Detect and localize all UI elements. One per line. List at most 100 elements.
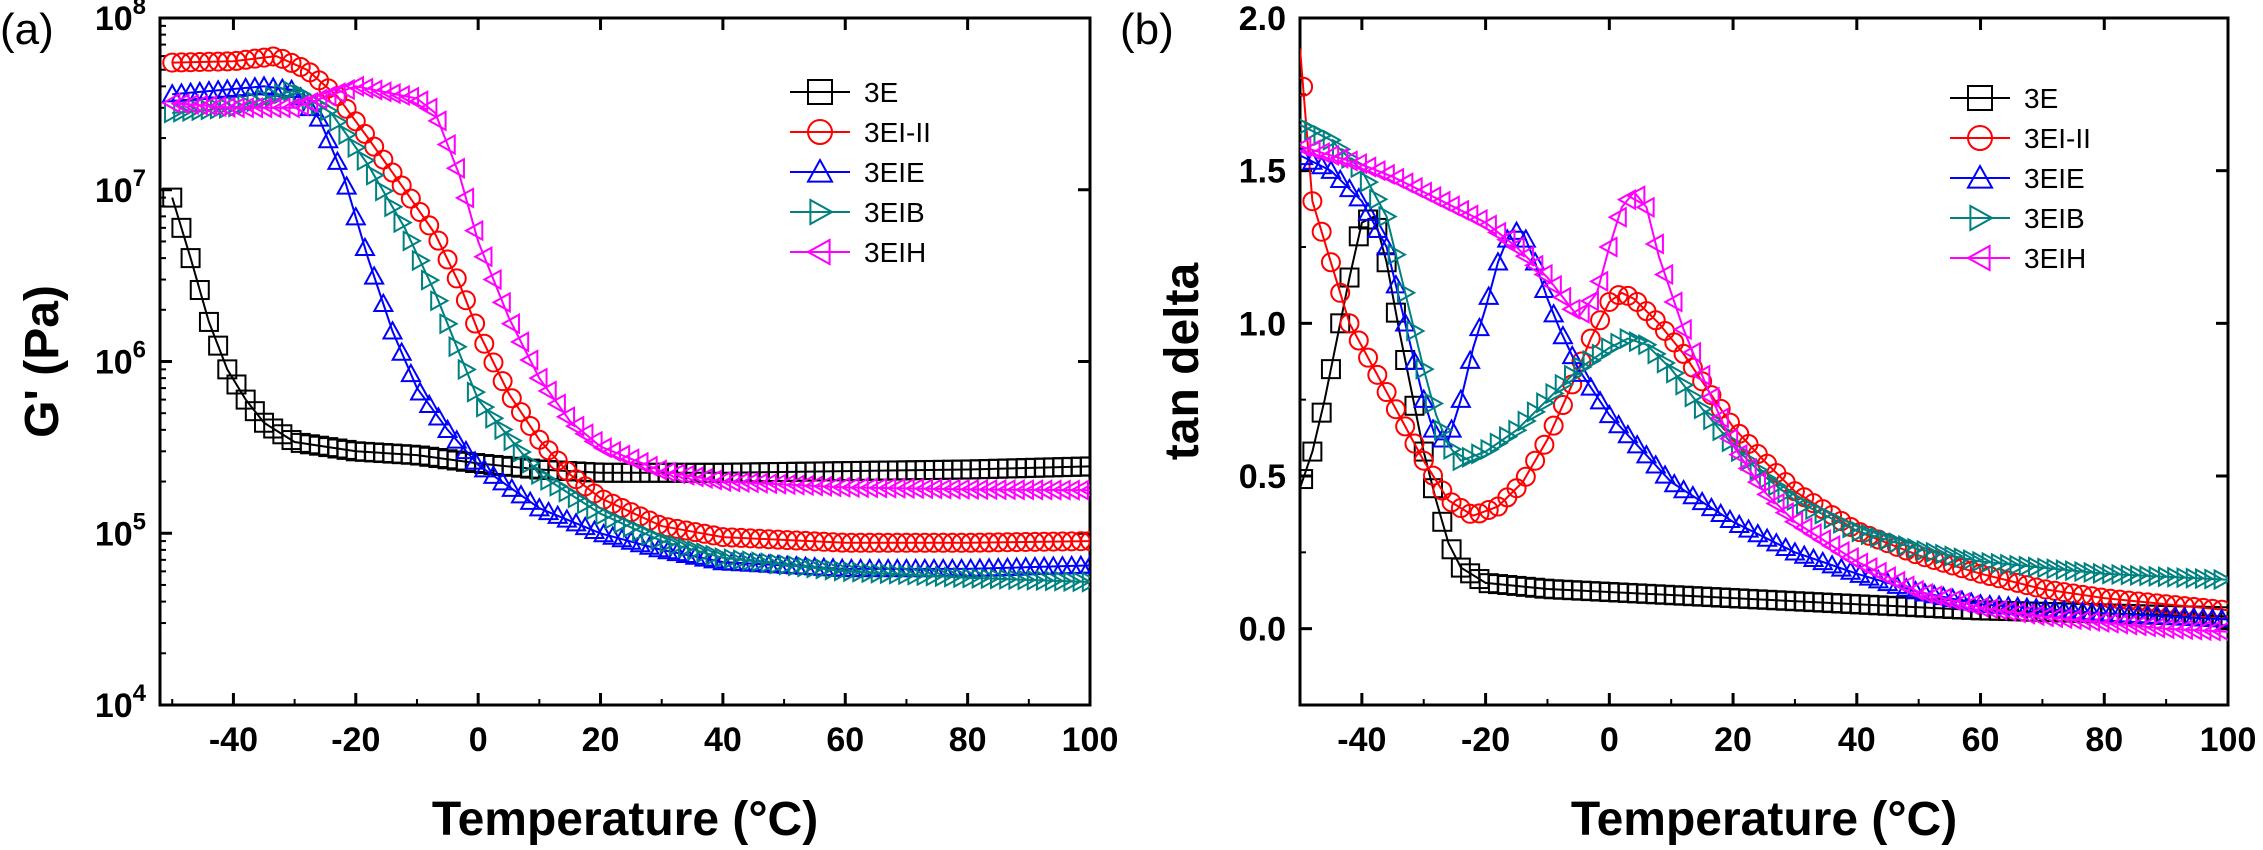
- data-point: [611, 528, 633, 548]
- data-point: [1998, 570, 2019, 591]
- data-point: [427, 110, 447, 132]
- data-point: [932, 478, 952, 500]
- data-point: [1944, 545, 1964, 567]
- data-point: [372, 81, 392, 103]
- data-point: [1635, 196, 1655, 219]
- y-tick-label: 106: [95, 337, 146, 382]
- x-axis-label: Temperature (°C): [1571, 793, 1957, 846]
- data-point: [2157, 566, 2178, 588]
- data-point: [436, 133, 456, 156]
- data-point: [1746, 471, 1767, 493]
- data-point: [1607, 413, 1630, 434]
- data-point: [501, 477, 523, 497]
- data-point: [733, 549, 753, 571]
- data-point: [1969, 596, 1989, 618]
- data-point: [1452, 450, 1472, 472]
- data-point: [1718, 427, 1739, 450]
- data-point: [320, 100, 340, 122]
- data-point: [1406, 320, 1426, 342]
- data-point: [2210, 621, 2228, 641]
- data-point: [372, 292, 395, 313]
- data-point: [2034, 606, 2054, 628]
- data-point: [1376, 382, 1397, 403]
- data-point: [1070, 531, 1090, 552]
- data-point: [574, 515, 596, 536]
- data-point: [400, 362, 422, 383]
- data-point: [519, 349, 539, 371]
- data-point: [922, 478, 943, 500]
- data-point: [1478, 499, 1499, 520]
- data-point: [1300, 145, 1314, 166]
- data-point: [473, 458, 495, 478]
- series-3EI-II: [162, 46, 1090, 553]
- data-point: [877, 477, 897, 499]
- data-point: [1721, 431, 1742, 453]
- data-point: [1588, 270, 1609, 293]
- legend-label: 3EI-II: [2024, 123, 2091, 154]
- data-point: [1786, 489, 1806, 512]
- data-point: [381, 82, 401, 105]
- data-point: [2192, 619, 2212, 642]
- data-point: [363, 79, 383, 101]
- data-point: [675, 464, 695, 486]
- data-point: [1378, 205, 1398, 228]
- data-point: [197, 95, 218, 117]
- data-point: [583, 519, 606, 539]
- series-3EIH: [161, 75, 1090, 501]
- data-point: [879, 562, 900, 585]
- data-point: [1923, 585, 1943, 607]
- data-point: [2000, 553, 2020, 575]
- data-point: [1060, 479, 1080, 501]
- data-point: [263, 46, 284, 67]
- data-point: [742, 550, 762, 572]
- data-point: [326, 150, 349, 170]
- data-point: [1496, 228, 1516, 251]
- legend-marker: [806, 157, 834, 183]
- data-point: [1443, 438, 1463, 460]
- data-point: [721, 471, 741, 493]
- data-point: [448, 336, 468, 358]
- data-point: [1468, 208, 1488, 231]
- data-point: [1311, 402, 1332, 423]
- data-point: [831, 476, 851, 498]
- x-axis-label: Temperature (°C): [432, 793, 818, 846]
- data-point: [549, 475, 569, 497]
- plot-area: [161, 46, 1090, 593]
- data-point: [2074, 560, 2094, 583]
- data-point: [1950, 592, 1971, 614]
- data-point: [1477, 214, 1497, 236]
- data-point: [613, 512, 633, 534]
- data-point: [2083, 561, 2103, 584]
- data-point: [696, 542, 716, 564]
- data-point: [446, 268, 467, 289]
- data-point: [1424, 392, 1445, 415]
- data-point: [861, 561, 881, 584]
- data-point: [944, 566, 964, 588]
- data-point: [971, 567, 991, 589]
- legend-marker: [1967, 85, 1993, 111]
- data-point: [889, 563, 909, 585]
- data-point: [464, 450, 486, 470]
- data-point: [162, 187, 183, 208]
- data-point: [500, 313, 521, 335]
- data-point: [630, 506, 651, 527]
- data-point: [446, 429, 468, 449]
- data-point: [1607, 206, 1627, 228]
- data-point: [1598, 403, 1621, 424]
- data-point: [586, 499, 606, 521]
- data-point: [2043, 606, 2063, 629]
- data-point: [577, 493, 597, 515]
- x-tick-label: 80: [949, 721, 987, 759]
- legend-label: 3EIB: [2024, 203, 2085, 234]
- data-point: [595, 504, 615, 526]
- data-point: [2108, 613, 2128, 635]
- data-point: [638, 535, 661, 555]
- data-point: [1432, 511, 1453, 532]
- data-point: [1017, 569, 1037, 591]
- data-point: [255, 88, 276, 110]
- data-point: [693, 547, 716, 567]
- data-point: [510, 402, 531, 423]
- data-point: [400, 188, 421, 209]
- data-point: [555, 406, 576, 428]
